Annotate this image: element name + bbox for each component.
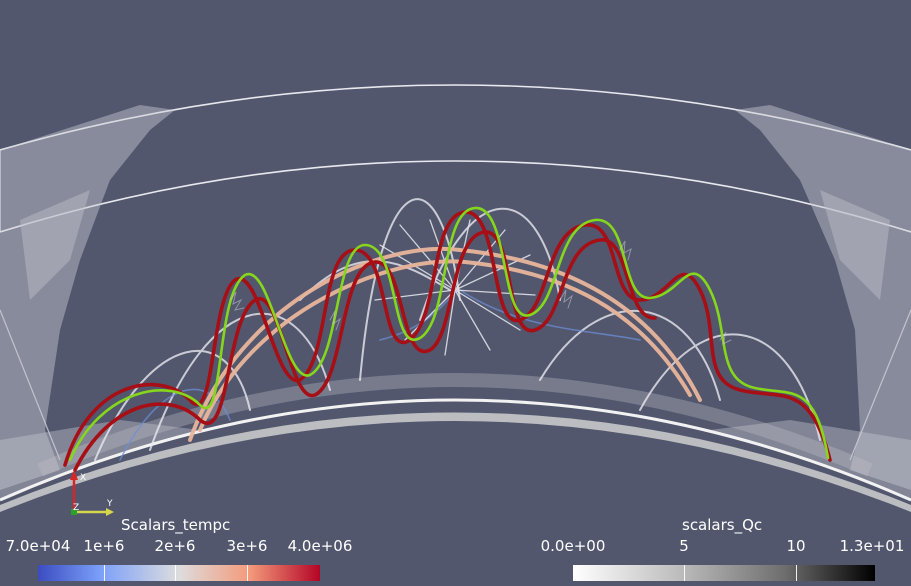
inner-surface [0,373,911,586]
axis-y-label: Y [106,499,113,509]
colorbar-temp-tick: 4.0e+06 [287,537,353,555]
colorbar-qc-tick: 1.3e+01 [839,537,905,555]
colorbar-temp-tick: 2e+6 [154,537,196,555]
colorbar-temp-title: Scalars_tempc [121,516,231,534]
colorbar-qc-gradient [573,565,875,581]
colorbar-temp-tick: 7.0e+04 [5,537,71,555]
colorbar-qc-tick: 5 [679,537,689,555]
colorbar-temp-tick: 1e+6 [83,537,125,555]
axis-x-label: X [80,473,86,483]
colorbar-qc-tick: 10 [786,537,806,555]
colorbar-qc-title: scalars_Qc [682,516,763,534]
outer-shell [0,84,911,461]
field-lines [63,198,832,472]
axis-z-label: Z [73,503,79,513]
colorbar-temp-tick: 3e+6 [226,537,268,555]
colorbar-temp-gradient [38,565,320,581]
orientation-axes: X Y Z [70,470,114,516]
colorbar-qc-tick: 0.0e+00 [540,537,606,555]
